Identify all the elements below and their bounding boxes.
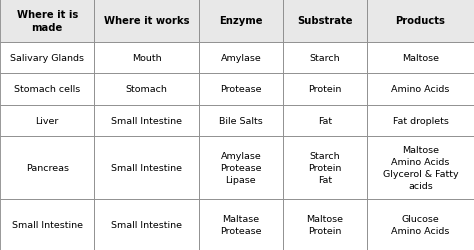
Bar <box>0 74 94 105</box>
Bar <box>199 200 283 250</box>
Text: Protease: Protease <box>220 85 262 94</box>
Text: Amylase: Amylase <box>220 54 261 63</box>
Text: Small Intestine: Small Intestine <box>111 220 182 229</box>
Bar <box>283 43 367 74</box>
Bar <box>367 105 474 136</box>
Bar <box>283 136 367 200</box>
Bar <box>0 0 94 43</box>
Text: Glucose
Amino Acids: Glucose Amino Acids <box>392 214 450 235</box>
Text: Enzyme: Enzyme <box>219 16 263 26</box>
Bar <box>0 43 94 74</box>
Text: Mouth: Mouth <box>132 54 161 63</box>
Text: Stomach: Stomach <box>126 85 167 94</box>
Bar <box>283 200 367 250</box>
Bar <box>367 0 474 43</box>
Bar <box>0 200 94 250</box>
Text: Where it is
made: Where it is made <box>17 10 78 33</box>
Bar <box>283 0 367 43</box>
Text: Fat droplets: Fat droplets <box>392 116 448 125</box>
Bar <box>367 200 474 250</box>
Bar <box>94 136 199 200</box>
Text: Maltose
Amino Acids
Glycerol & Fatty
acids: Maltose Amino Acids Glycerol & Fatty aci… <box>383 146 458 190</box>
Text: Amylase
Protease
Lipase: Amylase Protease Lipase <box>220 152 262 184</box>
Text: Pancreas: Pancreas <box>26 164 69 172</box>
Text: Bile Salts: Bile Salts <box>219 116 263 125</box>
Text: Products: Products <box>395 16 446 26</box>
Text: Where it works: Where it works <box>104 16 189 26</box>
Text: Maltase
Protease: Maltase Protease <box>220 214 262 235</box>
Text: Maltose
Protein: Maltose Protein <box>306 214 344 235</box>
Bar <box>94 200 199 250</box>
Text: Small Intestine: Small Intestine <box>111 164 182 172</box>
Bar <box>94 105 199 136</box>
Bar <box>199 43 283 74</box>
Bar <box>283 105 367 136</box>
Text: Protein: Protein <box>308 85 342 94</box>
Bar <box>94 74 199 105</box>
Text: Salivary Glands: Salivary Glands <box>10 54 84 63</box>
Text: Stomach cells: Stomach cells <box>14 85 80 94</box>
Bar <box>0 136 94 200</box>
Bar <box>199 0 283 43</box>
Text: Liver: Liver <box>36 116 59 125</box>
Bar <box>199 74 283 105</box>
Bar <box>283 74 367 105</box>
Bar <box>367 136 474 200</box>
Bar <box>0 105 94 136</box>
Text: Small Intestine: Small Intestine <box>111 116 182 125</box>
Text: Substrate: Substrate <box>297 16 353 26</box>
Text: Fat: Fat <box>318 116 332 125</box>
Text: Amino Acids: Amino Acids <box>392 85 450 94</box>
Text: Starch: Starch <box>310 54 340 63</box>
Bar <box>367 74 474 105</box>
Text: Maltose: Maltose <box>402 54 439 63</box>
Bar <box>199 136 283 200</box>
Text: Starch
Protein
Fat: Starch Protein Fat <box>308 152 342 184</box>
Bar <box>367 43 474 74</box>
Bar <box>199 105 283 136</box>
Text: Small Intestine: Small Intestine <box>12 220 82 229</box>
Bar <box>94 43 199 74</box>
Bar <box>94 0 199 43</box>
